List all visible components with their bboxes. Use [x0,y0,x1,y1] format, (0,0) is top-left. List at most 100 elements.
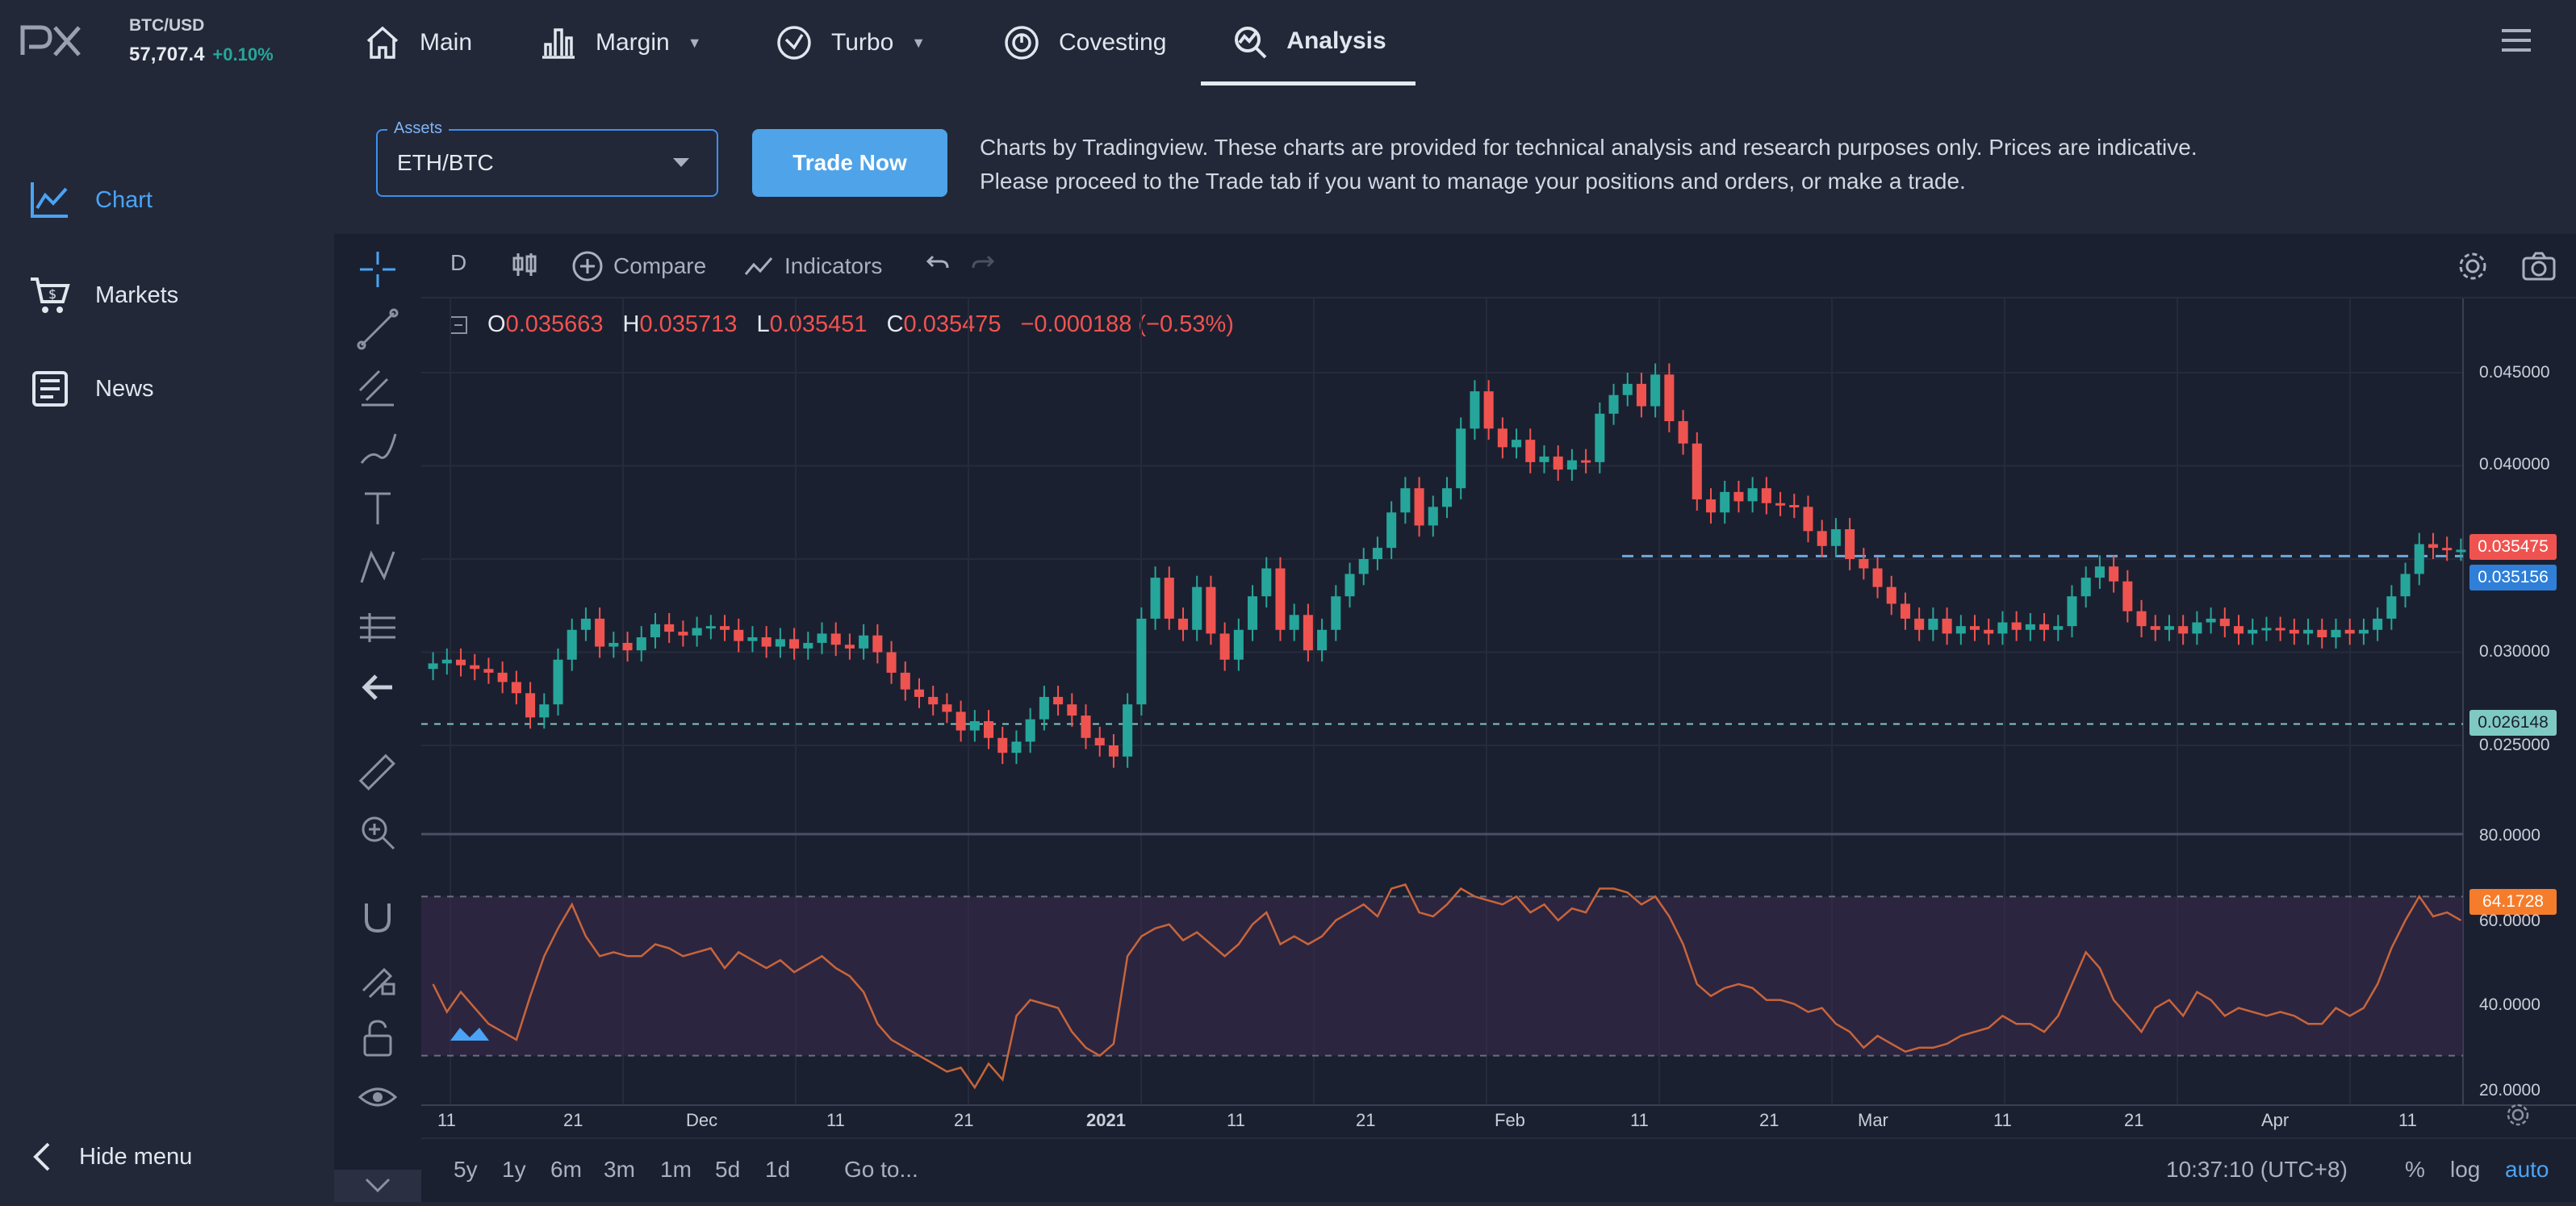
crosshair-icon[interactable] [355,247,400,292]
goto-button[interactable]: Go to... [844,1157,918,1182]
nav-main[interactable]: Main [363,0,472,86]
nav-covesting-label: Covesting [1059,29,1167,56]
ticker-widget[interactable]: BTC/USD 57,707.4 +0.10% [129,16,274,66]
nav-margin[interactable]: Margin ▼ [539,0,702,86]
candle [705,626,716,629]
pattern-tool-icon[interactable] [355,545,400,590]
candle [1136,618,1147,705]
price-chart[interactable] [421,298,2576,1137]
assets-select[interactable] [376,129,718,197]
zoom-in-icon[interactable] [355,810,400,855]
candle [2025,624,2035,630]
eye-icon[interactable] [355,1075,400,1120]
range-5d[interactable]: 5d [715,1157,741,1182]
candle [539,704,550,718]
candle [830,633,841,645]
undo-icon[interactable] [925,250,951,276]
candle [2233,626,2244,634]
range-5y[interactable]: 5y [454,1157,478,1182]
range-1d[interactable]: 1d [765,1157,791,1182]
candle [441,659,452,664]
nav-turbo[interactable]: Turbo ▼ [775,0,926,86]
redo-icon[interactable] [970,250,996,276]
chevron-down-icon: ▼ [687,34,702,51]
chevron-down-icon[interactable] [673,158,689,167]
candle [1372,548,1382,559]
hide-menu-button[interactable]: Hide menu [32,1141,192,1173]
candle [2109,566,2119,582]
candle-type-icon[interactable] [510,250,539,279]
range-1m[interactable]: 1m [660,1157,692,1182]
candle [1789,505,1800,508]
axis-settings-icon[interactable] [2505,1102,2531,1128]
primexbt-logo[interactable] [19,23,84,60]
log-scale-toggle[interactable]: log [2450,1157,2481,1182]
candle [1483,391,1494,429]
range-3m[interactable]: 3m [604,1157,635,1182]
indicators-button[interactable]: Indicators [742,250,882,282]
rsi-value-tag: 64.1728 [2469,889,2557,915]
time-axis-label: Dec [686,1110,718,1130]
candle [1358,559,1369,574]
trend-line-icon[interactable] [355,307,400,352]
candle [1177,618,1189,630]
candle [1747,488,1758,502]
time-axis-label: 11 [2398,1110,2417,1130]
candle [2400,574,2411,597]
ohlc-close-key: C [886,311,904,337]
hamburger-menu-icon[interactable] [2500,27,2532,53]
candle [1303,615,1313,651]
fib-tool-icon[interactable] [355,366,400,411]
percent-scale-toggle[interactable]: % [2405,1157,2425,1182]
assets-value: ETH/BTC [397,150,494,175]
magnet-icon[interactable] [355,895,400,941]
prediction-tool-icon[interactable] [355,605,400,650]
candle [1470,391,1480,429]
range-1y[interactable]: 1y [502,1157,526,1182]
candle [1803,507,1813,532]
candle [2150,626,2160,630]
arrow-left-icon[interactable] [355,665,400,710]
unlock-icon[interactable] [355,1015,400,1060]
chart-bottom-bar [421,1137,2576,1202]
nav-analysis[interactable]: Analysis [1201,0,1416,86]
candle [1969,626,1980,630]
time-axis-label: 21 [954,1110,974,1130]
rsi-axis-label: 40.0000 [2479,995,2540,1014]
toolbar-scroll-down[interactable] [334,1170,421,1202]
lock-drawings-icon[interactable] [355,955,400,1000]
candle [2011,622,2022,630]
candle [1553,456,1563,470]
candle [1025,719,1035,742]
range-6m[interactable]: 6m [550,1157,582,1182]
camera-icon[interactable] [2521,250,2557,282]
candle [567,629,577,660]
price-axis-label: 0.045000 [2479,363,2550,382]
candle [2053,626,2064,630]
trade-now-button[interactable]: Trade Now [752,129,947,197]
rsi-axis-label: 60.0000 [2479,912,2540,930]
text-tool-icon[interactable] [355,486,400,531]
sidebar-item-markets[interactable]: $ Markets [29,274,178,316]
nav-covesting[interactable]: Covesting [1002,0,1166,86]
price-axis-label: 0.040000 [2479,455,2550,474]
compare-button[interactable]: Compare [571,250,706,282]
brush-icon[interactable] [355,426,400,471]
candle [942,704,952,712]
candle [1219,633,1230,660]
settings-icon[interactable] [2457,250,2489,282]
sidebar-item-chart[interactable]: Chart [29,179,153,221]
time-axis-label: 11 [1993,1110,2012,1130]
auto-scale-toggle[interactable]: auto [2505,1157,2549,1182]
ruler-icon[interactable] [355,750,400,795]
disclaimer: Charts by Tradingview. These charts are … [980,131,2198,198]
drawing-toolbar [334,234,421,1202]
disclaimer-line: Please proceed to the Trade tab if you w… [980,169,1966,194]
sidebar-item-news[interactable]: News [29,368,154,410]
interval-button[interactable]: D [450,250,466,276]
sidebar [0,86,331,1202]
candle [859,635,869,649]
chevron-down-icon: ▼ [911,34,926,51]
candle [1664,374,1675,422]
clock-timezone[interactable]: 10:37:10 (UTC+8) [2166,1157,2348,1182]
